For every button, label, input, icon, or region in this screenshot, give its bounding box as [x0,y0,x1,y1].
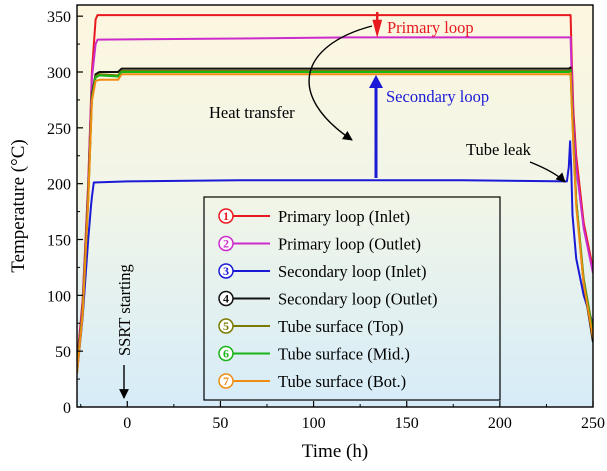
x-tick-label: 50 [212,415,228,432]
y-tick-label: 0 [63,400,71,417]
y-tick-label: 150 [47,233,71,250]
legend-badge-number: 4 [223,292,229,306]
legend-label: Primary loop (Inlet) [278,207,410,226]
secondary-loop-annotation: Secondary loop [369,75,489,178]
primary-loop-label: Primary loop [387,18,474,37]
y-tick-label: 250 [47,121,71,138]
legend: 1 Primary loop (Inlet) 2 Primary loop (Outl… [203,196,501,401]
legend-label: Primary loop (Outlet) [278,235,421,254]
legend-item: 2 Primary loop (Outlet) [218,235,421,254]
legend-item: 6 Tube surface (Mid.) [218,345,410,364]
plot-frame [76,4,594,408]
x-tick-label: 150 [395,415,419,432]
x-tick-label: 0 [123,415,131,432]
legend-item: 4 Secondary loop (Outlet) [218,290,437,309]
x-axis-title: Time (h) [302,441,368,462]
legend-item: 3 Secondary loop (Inlet) [218,262,426,281]
y-tick-label: 100 [47,288,71,305]
heat-transfer-curve-arrow [308,25,373,141]
primary-loop-down-arrow [372,12,383,38]
legend-label: Tube surface (Bot.) [278,372,406,391]
legend-badge-number: 7 [223,374,229,388]
legend-label: Secondary loop (Inlet) [278,262,426,281]
legend-item: 7 Tube surface (Bot.) [218,372,406,391]
secondary-loop-up-arrow-head [369,75,383,88]
y-tick-label: 200 [47,177,71,194]
legend-item: 1 Primary loop (Inlet) [218,207,410,226]
legend-badge-number: 1 [223,209,229,223]
x-tick-label: 100 [302,415,326,432]
ssrt-starting-label: SSRT starting [115,264,134,356]
legend-label: Secondary loop (Outlet) [278,290,437,309]
tube-leak-annotation: Tube leak [466,140,566,183]
tube-leak-arrow [529,161,566,183]
legend-label: Tube surface (Top) [278,317,404,336]
y-tick-label: 300 [47,65,71,82]
tube-leak-label: Tube leak [466,140,532,159]
legend-item: 5 Tube surface (Top) [218,317,404,336]
ssrt-starting-annotation: SSRT starting [115,264,134,399]
x-tick-label: 200 [488,415,512,432]
legend-badge-number: 2 [223,237,229,251]
series-line-3 [77,140,593,374]
legend-label: Tube surface (Mid.) [278,345,410,364]
x-tick-label: 250 [581,415,605,432]
secondary-loop-label: Secondary loop [386,87,489,106]
legend-badge-number: 5 [223,319,229,333]
y-axis-title: Temperature (°C) [8,139,29,272]
legend-badge-number: 3 [223,264,229,278]
y-tick-label: 50 [55,344,71,361]
legend-frame [203,196,501,401]
series-line-7 [77,72,593,374]
heat-transfer-label: Heat transfer [209,103,295,122]
annotations: Primary loop Secondary loop Heat transfe… [115,12,566,399]
primary-loop-annotation: Primary loop [372,12,474,38]
heat-transfer-annotation: Heat transfer [209,25,373,141]
axes: 0 50 100 150 200 250 0 50 100 150 200 250 300 350 Time… [8,4,605,462]
legend-badge-number: 6 [223,347,229,361]
series-layer [77,14,593,374]
y-tick-label: 350 [47,9,71,26]
